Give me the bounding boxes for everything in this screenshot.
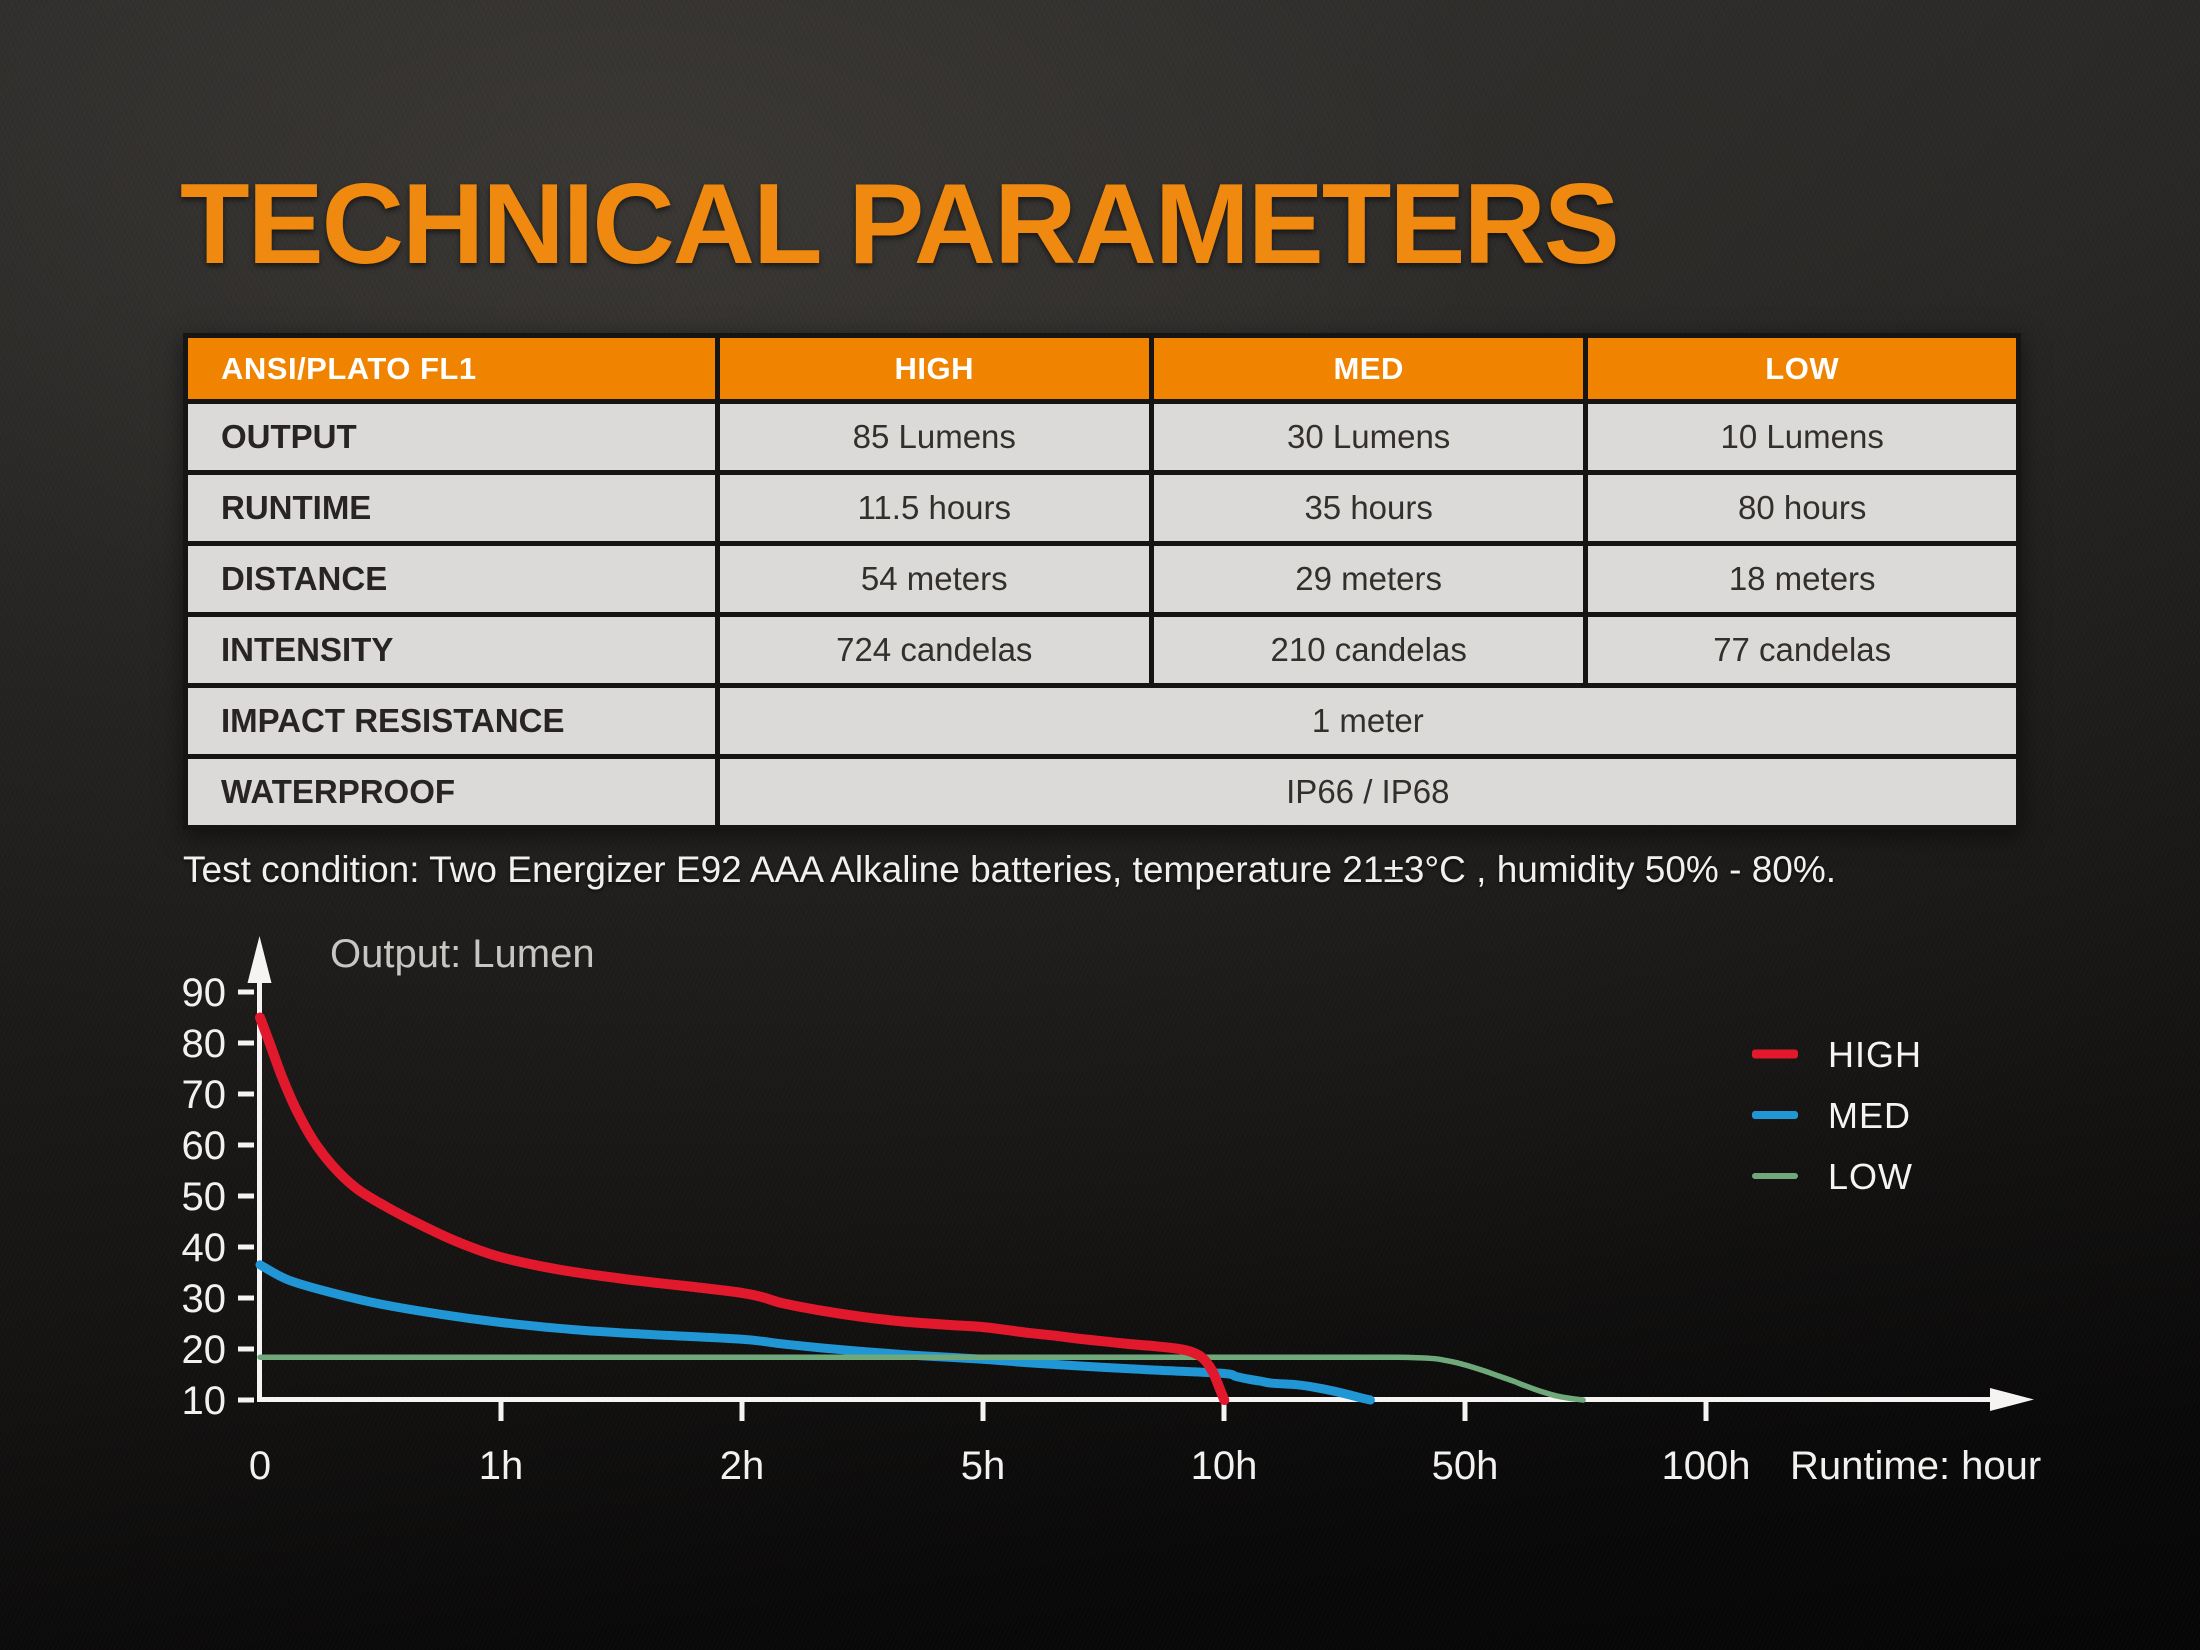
legend-swatch-high — [1752, 1049, 1798, 1059]
y-tick-label: 50 — [182, 1175, 227, 1219]
row-label: OUTPUT — [183, 399, 720, 475]
x-tick-label: 100h — [1662, 1444, 1751, 1488]
x-tick-label: 50h — [1432, 1444, 1499, 1488]
legend-swatch-med — [1752, 1111, 1798, 1119]
y-tick-label: 40 — [182, 1226, 227, 1270]
y-tick-label: 80 — [182, 1022, 227, 1066]
row-value-span: 1 meter — [714, 683, 2022, 759]
y-tick-label: 70 — [182, 1073, 227, 1117]
row-value: 35 hours — [1148, 470, 1589, 546]
row-label: DISTANCE — [183, 541, 720, 617]
row-value: 11.5 hours — [714, 470, 1154, 546]
table-row: WATERPROOF IP66 / IP68 — [183, 754, 2022, 830]
table-row: DISTANCE 54 meters 29 meters 18 meters — [183, 541, 2021, 617]
x-tick-label: 5h — [961, 1444, 1006, 1488]
row-value: 80 hours — [1583, 470, 2021, 546]
y-tick-label: 90 — [182, 971, 227, 1015]
row-value: 30 Lumens — [1148, 399, 1589, 475]
x-tick-label: 0 — [249, 1444, 271, 1488]
row-value: 85 Lumens — [714, 399, 1154, 475]
row-value-span: IP66 / IP68 — [714, 754, 2022, 830]
table-row: INTENSITY 724 candelas 210 candelas 77 cand… — [183, 612, 2021, 688]
page-title: TECHNICAL PARAMETERS — [180, 161, 1620, 288]
row-label: RUNTIME — [183, 470, 720, 546]
spec-table-body: OUTPUT 85 Lumens 30 Lumens 10 Lumens RUNTIME… — [183, 399, 2022, 830]
row-value: 724 candelas — [714, 612, 1154, 688]
x-tick-label: 1h — [479, 1444, 524, 1488]
legend-label-low: LOW — [1828, 1156, 1913, 1197]
series-path-high — [255, 1012, 1230, 1405]
runtime-chart: 90 80 70 60 50 40 30 20 10 0 1h 2h 5h 10h 50h 100h Outpu… — [182, 932, 2042, 1488]
x-axis-label: Runtime: hour — [1790, 1444, 2041, 1488]
y-tick-label: 60 — [182, 1124, 227, 1168]
row-value: 29 meters — [1148, 541, 1589, 617]
test-condition-text: Test condition: Two Energizer E92 AAA Al… — [183, 849, 1837, 890]
table-row: OUTPUT 85 Lumens 30 Lumens 10 Lumens — [183, 399, 2021, 475]
row-value: 54 meters — [714, 541, 1154, 617]
row-value: 10 Lumens — [1583, 399, 2021, 475]
x-axis-arrow-icon — [1990, 1388, 2034, 1411]
row-value: 210 candelas — [1148, 612, 1589, 688]
legend-label-med: MED — [1828, 1095, 1911, 1136]
header-cell-high: HIGH — [714, 333, 1154, 404]
y-tick-label: 10 — [182, 1379, 227, 1423]
row-label: IMPACT RESISTANCE — [183, 683, 720, 759]
row-label: INTENSITY — [183, 612, 720, 688]
table-row: IMPACT RESISTANCE 1 meter — [183, 683, 2022, 759]
header-cell-ansi: ANSI/PLATO FL1 — [183, 333, 720, 404]
header-cell-low: LOW — [1583, 333, 2021, 404]
x-tick-label: 10h — [1191, 1444, 1258, 1488]
table-row: RUNTIME 11.5 hours 35 hours 80 hours — [183, 470, 2021, 546]
row-value: 77 candelas — [1583, 612, 2021, 688]
y-tick-label: 20 — [182, 1328, 227, 1372]
x-tick-label: 2h — [720, 1444, 765, 1488]
row-label: WATERPROOF — [183, 754, 720, 830]
series-path-med — [255, 1260, 1375, 1405]
row-value: 18 meters — [1583, 541, 2021, 617]
legend-label-high: HIGH — [1828, 1034, 1922, 1075]
spec-table-header-row: ANSI/PLATO FL1 HIGH MED LOW — [183, 333, 2021, 404]
chart-title: Output: Lumen — [330, 932, 595, 976]
spec-table: ANSI/PLATO FL1 HIGH MED LOW OUTPUT 85 Lum… — [183, 333, 2022, 830]
header-cell-med: MED — [1148, 333, 1589, 404]
y-tick-label: 30 — [182, 1277, 227, 1321]
legend-swatch-low — [1752, 1173, 1798, 1179]
y-axis-arrow-icon — [247, 936, 272, 983]
series-path-low — [257, 1354, 1586, 1403]
